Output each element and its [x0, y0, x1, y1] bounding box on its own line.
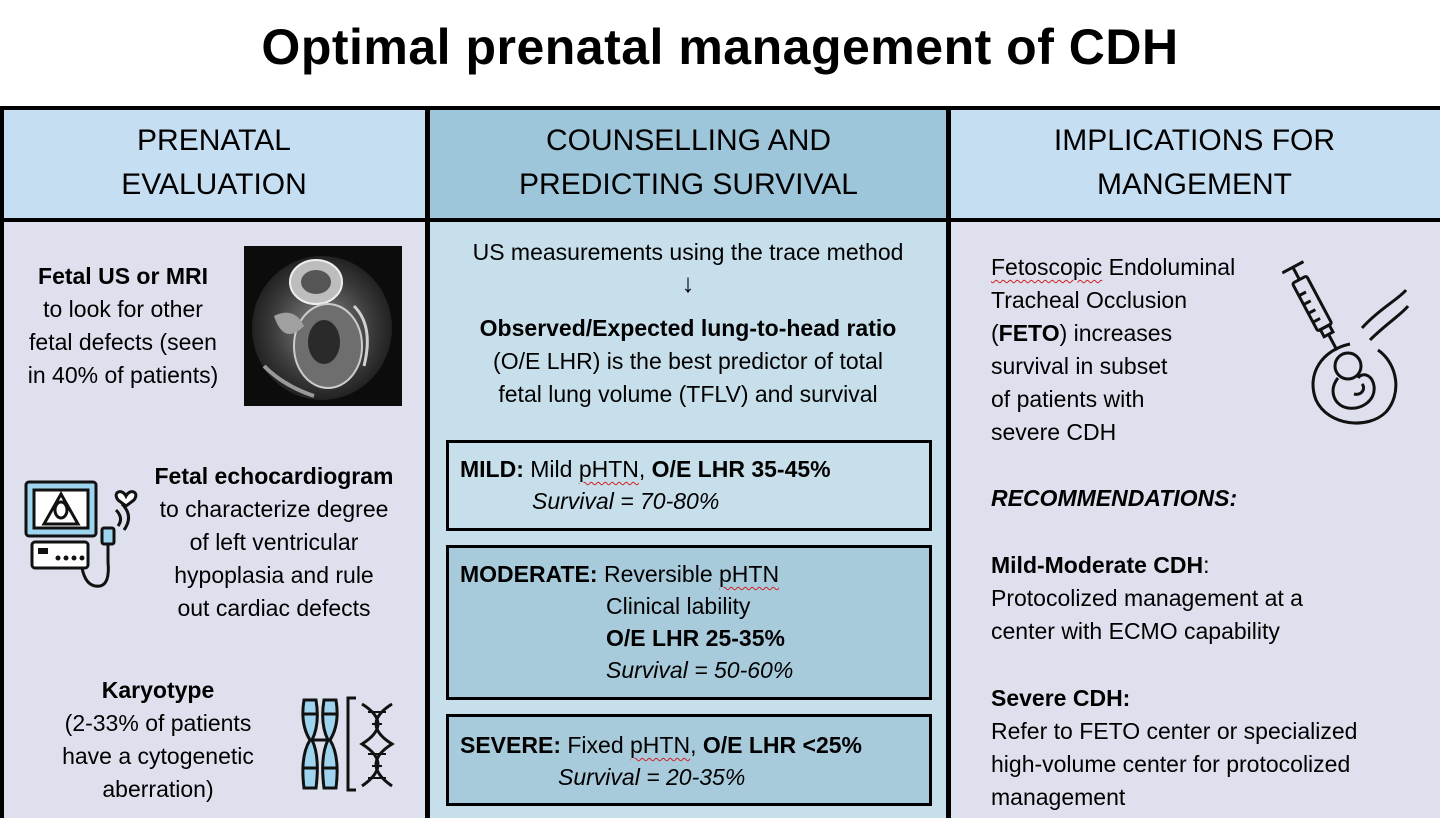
- severe-ratio: O/E LHR <25%: [702, 732, 862, 758]
- mri-image: [244, 246, 402, 406]
- text-line: (O/E LHR) is the best predictor of total: [493, 348, 883, 374]
- text-line: fetal lung volume (TFLV) and survival: [498, 381, 878, 407]
- chromosome-dna-icon: [301, 696, 395, 792]
- text-line: Endoluminal: [1102, 254, 1236, 280]
- colon: :: [1203, 552, 1210, 578]
- moderate-line2: Clinical lability: [606, 593, 751, 619]
- echocardiogram-icon: [24, 480, 138, 588]
- text-line: survival in subset: [991, 353, 1168, 379]
- top-border: [0, 106, 1440, 110]
- us-mri-heading: Fetal US or MRI: [38, 263, 208, 289]
- header-line: IMPLICATIONS FOR: [1053, 124, 1336, 157]
- moderate-survival: Survival = 50-60%: [606, 657, 794, 683]
- text-line: in 40% of patients): [27, 362, 219, 388]
- header-line: MANGEMENT: [1097, 168, 1292, 201]
- column-management: IMPLICATIONS FOR MANGEMENT: [949, 106, 1440, 818]
- oe-lhr-text: Observed/Expected lung-to-head ratio (O/…: [430, 312, 946, 411]
- text-line: fetal defects (seen: [29, 329, 217, 355]
- page-title: Optimal prenatal management of CDH: [261, 19, 1179, 75]
- moderate-text: Reversible: [603, 561, 713, 587]
- severe-label: SEVERE:: [460, 732, 561, 758]
- severe-text: Fixed: [567, 732, 624, 758]
- column-divider-2: [946, 106, 951, 818]
- severe-box: SEVERE: Fixed pHTN, O/E LHR <25% Surviva…: [446, 714, 932, 806]
- mild-moderate-heading: Mild-Moderate CDH: [991, 552, 1204, 578]
- header-line: EVALUATION: [121, 168, 307, 201]
- text-line: center with ECMO capability: [991, 618, 1280, 644]
- mild-ratio: O/E LHR 35-45%: [651, 456, 831, 482]
- header-line: PRENATAL: [137, 124, 291, 157]
- phtn-term: pHTN: [630, 732, 691, 758]
- header-management: IMPLICATIONS FOR MANGEMENT: [949, 106, 1440, 220]
- text-line: have a cytogenetic: [62, 743, 254, 769]
- comma: ,: [638, 456, 646, 482]
- karyotype-heading: Karyotype: [101, 677, 215, 703]
- mild-label: MILD:: [460, 456, 524, 482]
- moderate-box: MODERATE: Reversible pHTN Clinical labil…: [446, 545, 932, 700]
- text-line: Protocolized management at a: [991, 585, 1303, 611]
- recommendations-heading: RECOMMENDATIONS:: [991, 482, 1431, 515]
- header-divider: [0, 218, 1440, 222]
- mild-text: Mild: [530, 456, 573, 482]
- feto-text: Fetoscopic Endoluminal Tracheal Occlusio…: [991, 251, 1281, 449]
- mild-moderate-recommendation: Mild-Moderate CDH: Protocolized manageme…: [991, 549, 1431, 648]
- karyotype-text: Karyotype (2-33% of patients have a cyto…: [40, 674, 276, 806]
- us-mri-text: Fetal US or MRI to look for other fetal …: [10, 260, 236, 392]
- phtn-term: pHTN: [719, 561, 780, 587]
- header-line: PREDICTING SURVIVAL: [519, 168, 858, 201]
- severe-recommendation: Severe CDH: Refer to FETO center or spec…: [991, 682, 1431, 814]
- header-prenatal-evaluation: PRENATAL EVALUATION: [0, 106, 428, 220]
- comma: ,: [690, 732, 697, 758]
- text-line: ) increases: [1059, 320, 1173, 346]
- text-line: aberration): [102, 776, 214, 802]
- syringe-fetus-icon: [1282, 260, 1410, 425]
- echo-text: Fetal echocardiogram to characterize deg…: [148, 460, 400, 625]
- text-line: high-volume center for protocolized: [991, 751, 1351, 777]
- text-line: to look for other: [43, 296, 203, 322]
- text-line: out cardiac defects: [177, 595, 371, 621]
- text-line: Tracheal Occlusion: [991, 287, 1188, 313]
- left-border: [0, 106, 4, 818]
- moderate-ratio: O/E LHR 25-35%: [606, 625, 785, 651]
- echo-heading: Fetal echocardiogram: [154, 463, 394, 489]
- header-counselling: COUNSELLING AND PREDICTING SURVIVAL: [428, 106, 949, 220]
- severe-heading: Severe CDH:: [991, 685, 1131, 711]
- text-line: to characterize degree: [159, 496, 389, 522]
- text-line: management: [991, 784, 1126, 810]
- text-line: of patients with: [991, 386, 1145, 412]
- oe-lhr-heading: Observed/Expected lung-to-head ratio: [479, 315, 897, 341]
- mild-box: MILD: Mild pHTN, O/E LHR 35-45% Survival…: [446, 440, 932, 531]
- text-line: Refer to FETO center or specialized: [991, 718, 1358, 744]
- text-line: (2-33% of patients: [64, 710, 252, 736]
- phtn-term: pHTN: [578, 456, 639, 482]
- management-body: [949, 220, 1440, 818]
- moderate-label: MODERATE:: [460, 561, 598, 587]
- text-line: of left ventricular: [189, 529, 359, 555]
- trace-method-text: US measurements using the trace method: [472, 239, 904, 265]
- severe-survival: Survival = 20-35%: [558, 764, 746, 790]
- mild-survival: Survival = 70-80%: [532, 488, 720, 514]
- text-line: severe CDH: [991, 419, 1117, 445]
- column-divider-1: [425, 106, 430, 818]
- paren: (: [991, 320, 999, 346]
- header-line: COUNSELLING AND: [545, 124, 832, 157]
- feto-acronym: FETO: [998, 320, 1060, 346]
- down-arrow: ↓: [681, 268, 695, 298]
- fetoscopic-term: Fetoscopic: [991, 254, 1103, 280]
- recommendations-label: RECOMMENDATIONS:: [991, 485, 1238, 511]
- text-line: hypoplasia and rule: [174, 562, 374, 588]
